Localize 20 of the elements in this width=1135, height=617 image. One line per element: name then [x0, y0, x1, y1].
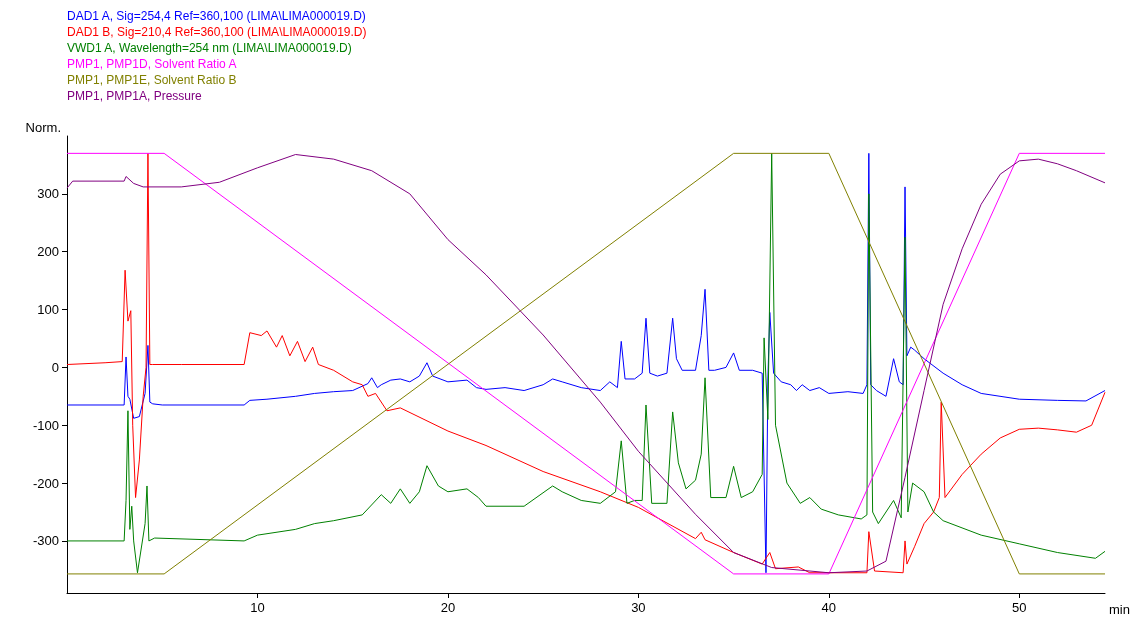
- x-tick-label: 20: [440, 600, 456, 615]
- text: PMP1, PMP1A, Pressure: [67, 89, 203, 103]
- y-tick-label: 100: [37, 302, 59, 318]
- y-tick-label: -200: [32, 475, 59, 491]
- text: DAD1 A, Sig=254,4 Ref=360,100 (LIMA\LIMA000019.D): [67, 9, 366, 23]
- text: PMP1, PMP1E, Solvent Ratio B: [67, 73, 237, 87]
- y-axis-title: Norm.: [25, 120, 61, 135]
- x-tick-label: 40: [821, 600, 837, 615]
- text: PMP1, PMP1D, Solvent Ratio A: [67, 57, 237, 71]
- x-tick-label: 30: [631, 600, 646, 615]
- y-tick-label: 300: [37, 186, 59, 202]
- y-tick-label: -100: [32, 417, 59, 433]
- text: VWD1 A, Wavelength=254 nm (LIMA\LIMA000019.D): [67, 41, 352, 55]
- y-tick-label: 200: [37, 244, 59, 260]
- x-tick-label: 10: [250, 600, 265, 615]
- text: DAD1 B, Sig=210,4 Ref=360,100 (LIMA\LIMA000019.D): [67, 25, 367, 39]
- y-tick-label: 0: [51, 359, 59, 375]
- x-axis-title: min: [1109, 602, 1130, 617]
- x-tick-label: 50: [1012, 600, 1027, 615]
- y-tick-label: -300: [32, 533, 59, 549]
